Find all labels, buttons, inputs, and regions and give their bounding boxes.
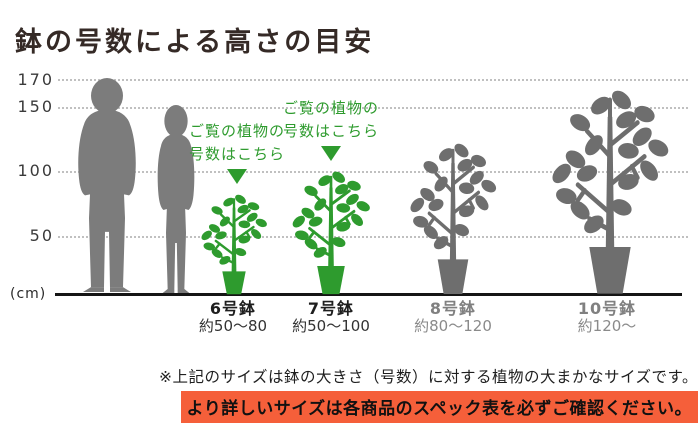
tree-8gou [406, 139, 500, 295]
pot-range: 約50〜80 [198, 317, 268, 335]
man-silhouette [78, 78, 136, 293]
callout-line2: 号数はこちら [188, 145, 285, 163]
pot-label-8gou: 8号鉢 約80〜120 [393, 299, 513, 335]
y-tick-50: 50 [29, 226, 54, 245]
spec-check-warning: より詳しいサイズは各商品のスペック表を必ずご確認ください。 [180, 391, 698, 423]
pot-name: 7号鉢 [307, 299, 355, 318]
gridline-50 [58, 236, 688, 238]
callout-line2: 号数はこちら [282, 122, 379, 140]
y-tick-100: 100 [17, 161, 54, 180]
callout-6gou: ご覧の植物の 号数はこちら [178, 120, 296, 184]
pot-range: 約120〜 [577, 317, 637, 335]
down-arrow-icon [227, 169, 247, 184]
pot-range: 約50〜100 [292, 317, 370, 335]
gridline-170 [58, 79, 688, 81]
tree-6gou [198, 191, 270, 295]
pot-label-6gou: 6号鉢 約50〜80 [173, 299, 293, 335]
down-arrow-icon [321, 146, 341, 161]
y-tick-170: 170 [17, 70, 54, 89]
gridline-150 [58, 107, 688, 109]
pot-name: 10号鉢 [577, 299, 637, 318]
y-tick-150: 150 [17, 97, 54, 116]
axis-unit-label: (cm) [10, 286, 47, 302]
pot-label-10gou: 10号鉢 約120〜 [547, 299, 667, 335]
tree-7gou [289, 167, 373, 295]
pot-range: 約80〜120 [414, 317, 492, 335]
gridline-100 [58, 171, 688, 173]
pot-name: 6号鉢 [209, 299, 257, 318]
size-disclaimer-note: ※上記のサイズは鉢の大きさ（号数）に対する植物の大まかなサイズです。 [158, 368, 698, 386]
ground-line [55, 293, 682, 296]
tree-10gou [541, 83, 679, 295]
pot-name: 8号鉢 [429, 299, 477, 318]
pot-label-7gou: 7号鉢 約50〜100 [271, 299, 391, 335]
callout-7gou: ご覧の植物の 号数はこちら [272, 97, 390, 161]
callout-line1: ご覧の植物の [282, 99, 379, 117]
page-title: 鉢の号数による高さの目安 [15, 27, 375, 58]
callout-line1: ご覧の植物の [188, 122, 285, 140]
